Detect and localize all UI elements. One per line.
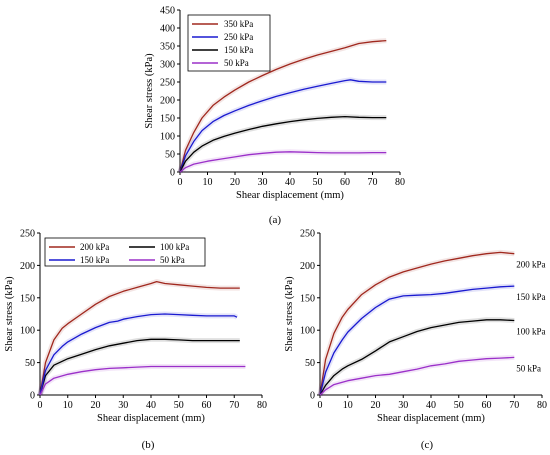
series-halo — [317, 249, 515, 396]
series-line — [319, 356, 515, 396]
x-tick-label: 60 — [202, 400, 212, 411]
x-tick-label: 60 — [340, 177, 350, 188]
y-tick-label: 300 — [160, 60, 175, 71]
x-axis-title: Shear displacement (mm) — [97, 413, 205, 424]
y-tick-label: 200 — [160, 96, 175, 107]
x-tick-label: 40 — [285, 177, 295, 188]
series-line — [179, 39, 387, 173]
series-line — [319, 285, 515, 396]
x-tick-label: 30 — [258, 177, 268, 188]
x-tick-label: 60 — [482, 400, 492, 411]
y-tick-label: 150 — [300, 293, 315, 304]
y-tick-label: 200 — [300, 261, 315, 272]
chart-panel-c: 0 10 20 30 40 50 60 70 80 0 50 100 150 200 250 Shear di… — [284, 229, 547, 452]
y-tick-label: 50 — [305, 358, 315, 369]
x-tick-label: 0 — [318, 400, 323, 411]
chart-panel-b: 0 10 20 30 40 50 60 70 80 0 50 100 150 200 250 Shear di… — [4, 229, 267, 452]
series-line — [179, 79, 387, 173]
x-tick-label: 20 — [230, 177, 240, 188]
x-tick-label: 30 — [118, 400, 128, 411]
y-tick-label: 350 — [160, 42, 175, 53]
legend-entry: 100 kPa — [160, 242, 189, 252]
y-tick-label: 150 — [160, 114, 175, 125]
legend-entry: 200 kPa — [80, 242, 109, 252]
y-tick-label: 50 — [25, 358, 35, 369]
legend-entry: 250 kPa — [224, 32, 253, 42]
x-tick-label: 80 — [395, 177, 405, 188]
y-tick-label: 100 — [160, 132, 175, 143]
series-line — [39, 338, 240, 396]
y-tick-label: 0 — [310, 391, 315, 402]
y-axis-title: Shear stress (kPa) — [4, 276, 15, 352]
x-tick-label: 70 — [509, 400, 519, 411]
y-tick-label: 0 — [30, 391, 35, 402]
x-tick-label: 50 — [313, 177, 323, 188]
series-line — [39, 280, 240, 396]
y-tick-label: 100 — [20, 326, 35, 337]
x-tick-label: 10 — [343, 400, 353, 411]
y-tick-label: 50 — [165, 150, 175, 161]
series-inline-label: 100 kPa — [516, 326, 545, 336]
series-line — [179, 115, 387, 173]
x-tick-label: 80 — [537, 400, 547, 411]
legend-entry: 150 kPa — [80, 255, 109, 265]
y-tick-label: 150 — [20, 293, 35, 304]
x-tick-label: 80 — [257, 400, 267, 411]
legend-entry: 150 kPa — [224, 45, 253, 55]
y-tick-label: 450 — [160, 6, 175, 17]
series-inline-label: 200 kPa — [516, 260, 545, 270]
panel-label: (c) — [421, 439, 434, 451]
chart-panel-a: 0 10 20 30 40 50 60 70 80 0 50 100 150 200 250 300 350 40… — [144, 6, 405, 227]
series-inline-label: 150 kPa — [516, 292, 545, 302]
x-axis-title: Shear displacement (mm) — [377, 413, 485, 424]
panel-label: (b) — [142, 439, 155, 451]
y-tick-label: 0 — [170, 168, 175, 179]
x-tick-label: 20 — [371, 400, 381, 411]
x-tick-label: 10 — [203, 177, 213, 188]
legend-box — [44, 237, 206, 267]
y-tick-label: 250 — [300, 229, 315, 240]
panel-label: (a) — [269, 214, 282, 226]
x-tick-label: 0 — [178, 177, 183, 188]
x-tick-label: 30 — [398, 400, 408, 411]
series-line — [39, 313, 238, 396]
series-line — [319, 251, 515, 396]
y-tick-label: 250 — [160, 78, 175, 89]
x-tick-label: 10 — [63, 400, 73, 411]
series-line — [39, 365, 246, 396]
x-tick-label: 40 — [426, 400, 436, 411]
series-line — [319, 319, 515, 396]
x-tick-label: 50 — [454, 400, 464, 411]
legend-entry: 350 kPa — [224, 19, 253, 29]
x-tick-label: 20 — [91, 400, 101, 411]
x-tick-label: 0 — [38, 400, 43, 411]
x-tick-label: 70 — [229, 400, 239, 411]
y-axis-title: Shear stress (kPa) — [284, 276, 295, 352]
x-tick-label: 70 — [368, 177, 378, 188]
x-tick-label: 40 — [146, 400, 156, 411]
series-halo — [37, 364, 246, 397]
series-inline-label: 50 kPa — [516, 363, 541, 373]
y-tick-label: 400 — [160, 24, 175, 35]
series-line — [179, 151, 387, 173]
y-tick-label: 250 — [20, 229, 35, 240]
legend-entry: 50 kPa — [160, 255, 185, 265]
legend-entry: 50 kPa — [224, 58, 249, 68]
y-tick-label: 100 — [300, 326, 315, 337]
y-tick-label: 200 — [20, 261, 35, 272]
x-tick-label: 50 — [174, 400, 184, 411]
x-axis-title: Shear displacement (mm) — [236, 190, 344, 201]
series-halo — [178, 149, 387, 174]
y-axis-title: Shear stress (kPa) — [144, 53, 155, 129]
series-halo — [37, 311, 239, 396]
